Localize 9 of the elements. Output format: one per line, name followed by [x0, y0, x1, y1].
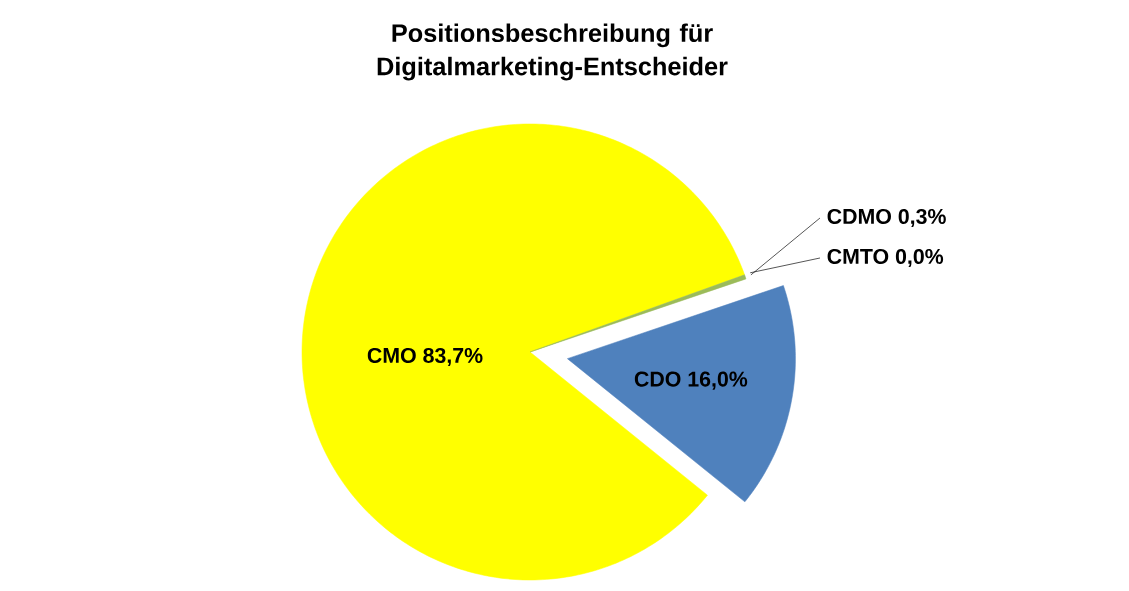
data-label: 0,3%: [898, 208, 946, 228]
data-label: 16,0%: [688, 371, 748, 390]
slice-label: CMO: [367, 347, 416, 363]
text: 0,0%: [895, 248, 944, 268]
slice-label: CDMO: [827, 208, 891, 224]
legend-label: CMTO: [827, 248, 889, 264]
slice-label: CDO: [634, 371, 681, 387]
data-label: 83,7%: [423, 347, 483, 367]
chart-title: Positionsbeschreibung für Digitalmarketing-Entscheider: [377, 23, 728, 81]
